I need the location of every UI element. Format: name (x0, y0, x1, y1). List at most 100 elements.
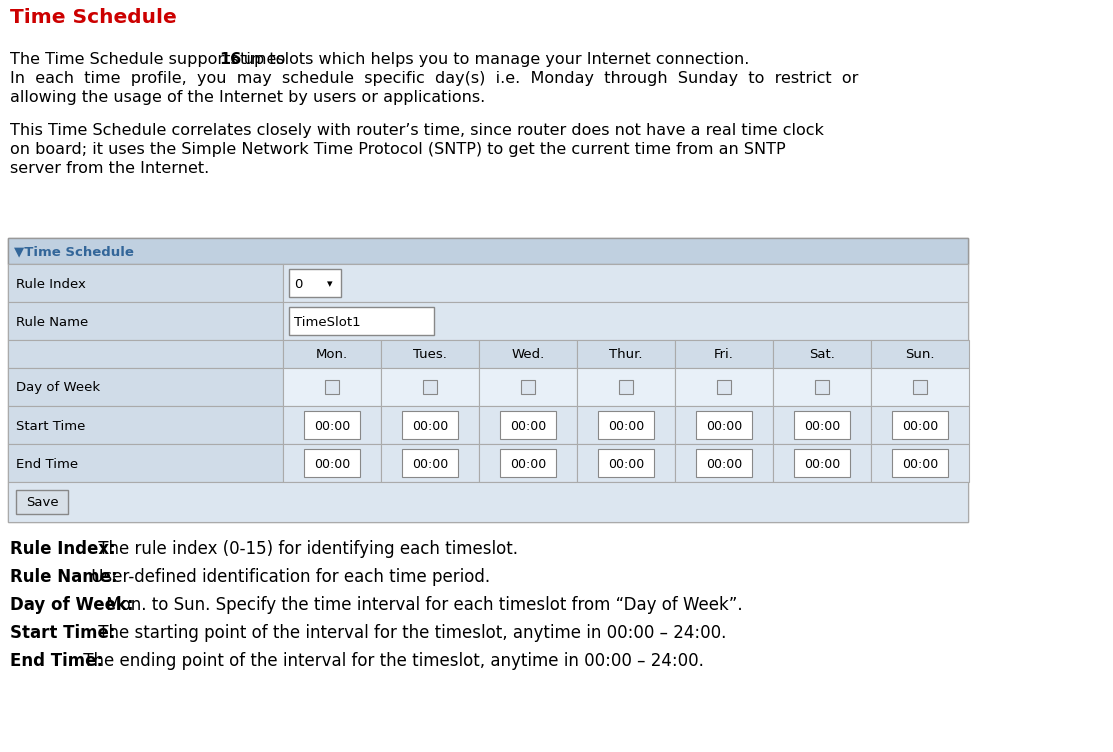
FancyBboxPatch shape (423, 380, 437, 394)
FancyBboxPatch shape (304, 411, 359, 439)
Text: The ending point of the interval for the timeslot, anytime in 00:00 – 24:00.: The ending point of the interval for the… (78, 652, 703, 670)
Text: 00:00: 00:00 (412, 457, 449, 471)
Text: Rule Name: Rule Name (16, 316, 88, 329)
Text: 00:00: 00:00 (510, 420, 546, 432)
Text: End Time: End Time (16, 457, 78, 471)
Text: Start Time:: Start Time: (10, 624, 116, 642)
Text: Sun.: Sun. (905, 348, 935, 362)
Text: timeslots which helps you to manage your Internet connection.: timeslots which helps you to manage your… (235, 52, 749, 67)
Text: Rule Name:: Rule Name: (10, 568, 118, 586)
Text: Wed.: Wed. (511, 348, 544, 362)
Text: 00:00: 00:00 (706, 420, 742, 432)
Text: The Time Schedule supports up to: The Time Schedule supports up to (10, 52, 290, 67)
FancyBboxPatch shape (674, 368, 774, 406)
FancyBboxPatch shape (500, 411, 556, 439)
Text: Rule Index:: Rule Index: (10, 540, 116, 558)
FancyBboxPatch shape (8, 238, 968, 264)
FancyBboxPatch shape (674, 406, 774, 444)
FancyBboxPatch shape (871, 368, 969, 406)
FancyBboxPatch shape (815, 380, 829, 394)
FancyBboxPatch shape (774, 368, 871, 406)
Text: on board; it uses the Simple Network Time Protocol (SNTP) to get the current tim: on board; it uses the Simple Network Tim… (10, 142, 786, 157)
Text: End Time:: End Time: (10, 652, 104, 670)
FancyBboxPatch shape (871, 406, 969, 444)
FancyBboxPatch shape (871, 444, 969, 482)
FancyBboxPatch shape (381, 368, 479, 406)
FancyBboxPatch shape (283, 264, 968, 302)
Text: 00:00: 00:00 (608, 457, 644, 471)
Text: 16: 16 (219, 52, 242, 67)
Text: Fri.: Fri. (715, 348, 733, 362)
Text: Sat.: Sat. (809, 348, 835, 362)
Text: 00:00: 00:00 (412, 420, 449, 432)
Text: TimeSlot1: TimeSlot1 (294, 316, 361, 329)
FancyBboxPatch shape (8, 406, 283, 444)
FancyBboxPatch shape (283, 302, 968, 340)
FancyBboxPatch shape (325, 380, 339, 394)
Text: Day of Week:: Day of Week: (10, 596, 134, 614)
Text: ▾: ▾ (327, 279, 333, 289)
FancyBboxPatch shape (774, 406, 871, 444)
Text: 00:00: 00:00 (314, 420, 351, 432)
Text: 0: 0 (294, 277, 303, 290)
FancyBboxPatch shape (381, 444, 479, 482)
FancyBboxPatch shape (8, 444, 283, 482)
Text: User-defined identification for each time period.: User-defined identification for each tim… (86, 568, 490, 586)
Text: Mon.: Mon. (316, 348, 348, 362)
FancyBboxPatch shape (696, 411, 752, 439)
FancyBboxPatch shape (674, 340, 774, 368)
FancyBboxPatch shape (577, 444, 674, 482)
FancyBboxPatch shape (892, 411, 948, 439)
FancyBboxPatch shape (8, 302, 283, 340)
FancyBboxPatch shape (479, 444, 577, 482)
FancyBboxPatch shape (577, 340, 674, 368)
Text: 00:00: 00:00 (608, 420, 644, 432)
FancyBboxPatch shape (283, 368, 381, 406)
FancyBboxPatch shape (794, 449, 850, 477)
Text: 00:00: 00:00 (804, 420, 840, 432)
FancyBboxPatch shape (402, 449, 459, 477)
Text: Time Schedule: Time Schedule (10, 8, 177, 27)
FancyBboxPatch shape (794, 411, 850, 439)
FancyBboxPatch shape (577, 368, 674, 406)
FancyBboxPatch shape (696, 449, 752, 477)
Text: 00:00: 00:00 (902, 457, 938, 471)
FancyBboxPatch shape (577, 406, 674, 444)
Text: This Time Schedule correlates closely with router’s time, since router does not : This Time Schedule correlates closely wi… (10, 123, 824, 138)
Text: Day of Week: Day of Week (16, 381, 100, 395)
Text: 00:00: 00:00 (314, 457, 351, 471)
FancyBboxPatch shape (479, 406, 577, 444)
FancyBboxPatch shape (304, 449, 359, 477)
FancyBboxPatch shape (892, 449, 948, 477)
FancyBboxPatch shape (598, 449, 654, 477)
Text: server from the Internet.: server from the Internet. (10, 161, 209, 176)
FancyBboxPatch shape (521, 380, 535, 394)
FancyBboxPatch shape (774, 340, 871, 368)
Text: 00:00: 00:00 (902, 420, 938, 432)
FancyBboxPatch shape (619, 380, 633, 394)
Text: Thur.: Thur. (609, 348, 642, 362)
Text: Save: Save (26, 496, 58, 510)
FancyBboxPatch shape (871, 340, 969, 368)
FancyBboxPatch shape (674, 444, 774, 482)
Text: The starting point of the interval for the timeslot, anytime in 00:00 – 24:00.: The starting point of the interval for t… (93, 624, 727, 642)
Text: 00:00: 00:00 (510, 457, 546, 471)
FancyBboxPatch shape (598, 411, 654, 439)
FancyBboxPatch shape (8, 264, 283, 302)
FancyBboxPatch shape (289, 307, 434, 335)
Text: 00:00: 00:00 (706, 457, 742, 471)
Text: The rule index (0-15) for identifying each timeslot.: The rule index (0-15) for identifying ea… (93, 540, 518, 558)
Text: Rule Index: Rule Index (16, 277, 86, 290)
FancyBboxPatch shape (381, 340, 479, 368)
Text: Tues.: Tues. (413, 348, 447, 362)
FancyBboxPatch shape (289, 269, 341, 297)
FancyBboxPatch shape (913, 380, 927, 394)
FancyBboxPatch shape (774, 444, 871, 482)
FancyBboxPatch shape (283, 444, 381, 482)
FancyBboxPatch shape (500, 449, 556, 477)
Text: Start Time: Start Time (16, 420, 86, 432)
FancyBboxPatch shape (283, 406, 381, 444)
Text: ▼Time Schedule: ▼Time Schedule (14, 245, 134, 259)
FancyBboxPatch shape (8, 340, 283, 368)
Text: In  each  time  profile,  you  may  schedule  specific  day(s)  i.e.  Monday  th: In each time profile, you may schedule s… (10, 71, 858, 86)
